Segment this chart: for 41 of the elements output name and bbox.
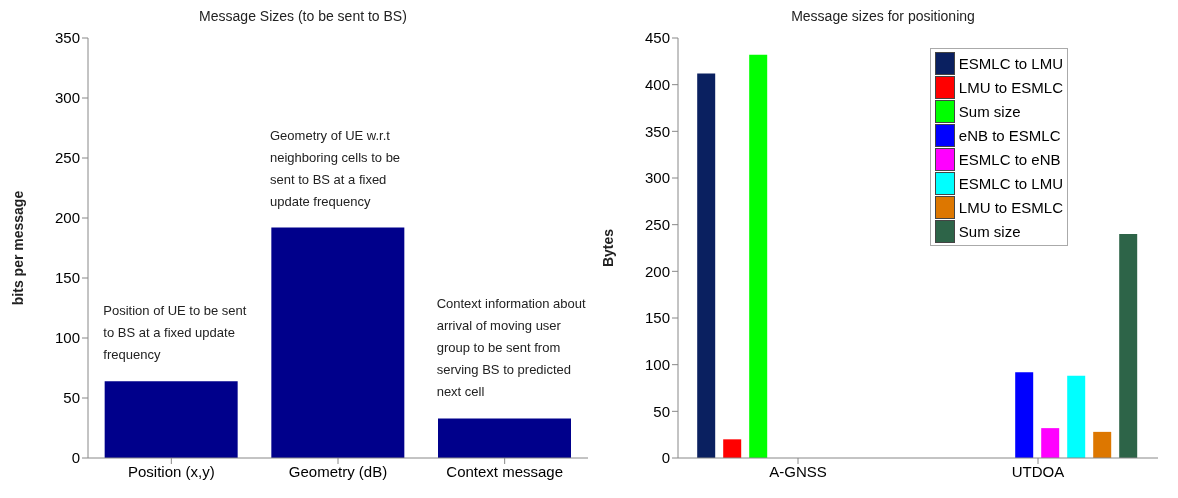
y-tick-label: 300 bbox=[644, 169, 670, 187]
legend-label: ESMLC to eNB bbox=[958, 150, 1061, 168]
y-tick-label: 200 bbox=[54, 209, 80, 227]
chart-title: Message sizes for positioning bbox=[790, 8, 976, 26]
y-axis-title: bits per message bbox=[9, 190, 26, 306]
y-tick-label: 450 bbox=[644, 29, 670, 47]
y-tick-label: 0 bbox=[661, 449, 670, 467]
x-tick-label: A-GNSS bbox=[769, 462, 827, 480]
annotation: Position of UE to be sent to BS at a fixed update frequency bbox=[103, 303, 247, 363]
x-tick-label: Geometry (dB) bbox=[288, 462, 388, 480]
x-tick-label: Position (x,y) bbox=[127, 462, 215, 480]
x-tick-label: UTDOA bbox=[1011, 462, 1065, 480]
y-tick-label: 350 bbox=[54, 29, 80, 47]
y-tick-label: 0 bbox=[71, 449, 80, 467]
y-tick-label: 50 bbox=[653, 402, 670, 420]
bar bbox=[271, 227, 405, 458]
bar bbox=[104, 381, 238, 458]
legend-label: ESMLC to LMU bbox=[958, 174, 1063, 192]
chart-title: Message Sizes (to be sent to BS) bbox=[198, 8, 408, 26]
x-tick-label: Context message bbox=[446, 462, 564, 480]
y-tick-label: 150 bbox=[644, 309, 670, 327]
y-tick-label: 200 bbox=[644, 262, 670, 280]
y-tick-label: 150 bbox=[54, 269, 80, 287]
y-tick-label: 400 bbox=[644, 75, 670, 93]
annotation: Context information about arrival of moving user group to be sent from serving BS to predicted next cell bbox=[436, 296, 586, 400]
y-tick-label: 250 bbox=[54, 149, 80, 167]
y-tick-label: 100 bbox=[644, 355, 670, 373]
y-tick-label: 300 bbox=[54, 89, 80, 107]
y-axis-title: Bytes bbox=[599, 228, 616, 268]
legend-label: LMU to ESMLC bbox=[958, 78, 1063, 96]
y-tick-label: 350 bbox=[644, 122, 670, 140]
y-tick-label: 250 bbox=[644, 215, 670, 233]
legend-label: Sum size bbox=[958, 102, 1021, 120]
legend-label: Sum size bbox=[958, 222, 1021, 240]
annotation: Geometry of UE w.r.t neighboring cells to be sent to BS at a fixed update frequency bbox=[270, 127, 401, 209]
y-tick-label: 100 bbox=[54, 329, 80, 347]
legend-label: ESMLC to LMU bbox=[958, 54, 1063, 72]
legend-label: LMU to ESMLC bbox=[958, 198, 1063, 216]
bar bbox=[438, 418, 571, 458]
legend-label: eNB to ESMLC bbox=[958, 126, 1061, 144]
y-tick-label: 50 bbox=[63, 389, 80, 407]
